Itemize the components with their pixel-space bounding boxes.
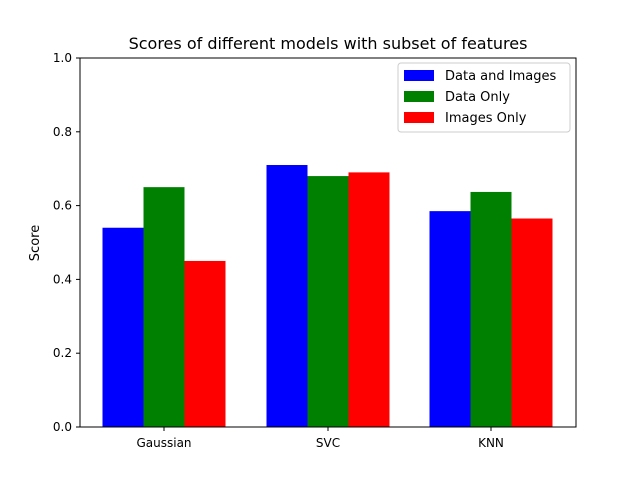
y-tick-label: 0.8	[53, 125, 72, 139]
x-tick-label: KNN	[478, 436, 504, 450]
chart-title: Scores of different models with subset o…	[129, 34, 528, 53]
bars-group	[102, 165, 553, 427]
bar-images-only-gaussian	[184, 260, 226, 427]
x-tick-label: SVC	[316, 436, 340, 450]
y-axis-label: Score	[28, 225, 43, 261]
legend-label: Data and Images	[445, 69, 556, 84]
y-tick-label: 0.2	[53, 346, 72, 360]
bar-images-only-knn	[511, 218, 553, 427]
bar-data-and-images-knn	[429, 211, 471, 427]
bar-data-only-knn	[470, 191, 512, 427]
legend-box	[397, 62, 571, 133]
y-axis: 0.0 0.2 0.4 0.6 0.8 1.0	[53, 51, 80, 434]
y-tick-label: 1.0	[53, 51, 72, 65]
bar-data-only-gaussian	[143, 187, 185, 427]
y-tick-label: 0.4	[53, 272, 72, 286]
bar-data-and-images-svc	[266, 165, 308, 427]
legend-label: Images Only	[445, 111, 527, 126]
bar-data-only-svc	[307, 176, 349, 427]
legend-swatch	[404, 112, 434, 123]
bar-data-and-images-gaussian	[102, 227, 144, 427]
legend-swatch	[404, 91, 434, 102]
x-tick-label: Gaussian	[136, 436, 191, 450]
legend: Data and Images Data Only Images Only	[397, 62, 571, 133]
legend-swatch	[404, 70, 434, 81]
legend-label: Data Only	[445, 90, 510, 105]
y-tick-label: 0.6	[53, 199, 72, 213]
y-tick-label: 0.0	[53, 420, 72, 434]
x-axis: Gaussian SVC KNN	[136, 427, 504, 450]
bar-images-only-svc	[348, 172, 390, 427]
